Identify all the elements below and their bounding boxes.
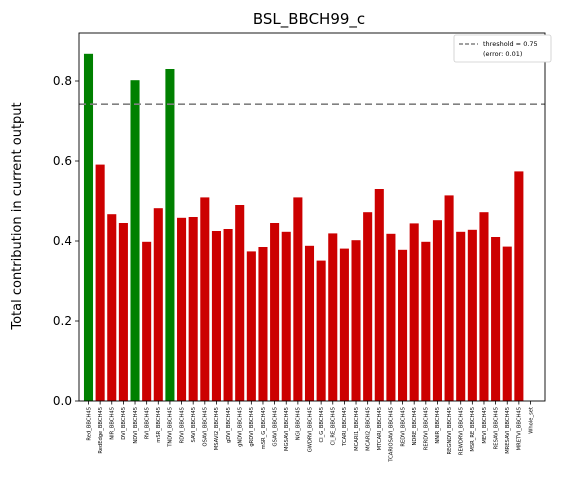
- x-tick-label: MGSAVI_BBCH45: [284, 407, 290, 451]
- x-tick-label: TNDVI_BBCH45: [168, 407, 174, 448]
- bar-MRESAVI_BBCH45: [502, 246, 512, 401]
- y-axis-label: Total contribution in current output: [10, 102, 25, 330]
- bar-NNIR_BBCH45: [432, 220, 442, 401]
- bar-MEVI_BBCH45: [479, 212, 489, 401]
- x-tick-label: RVI_BBCH45: [144, 407, 150, 439]
- x-tick-label: MTCARI_BBCH45: [377, 407, 383, 450]
- bar-CI_RE_BBCH45: [328, 233, 338, 401]
- bar-RESAVI_BBCH45: [491, 237, 501, 401]
- x-tick-label: MEVI_BBCH45: [482, 407, 488, 444]
- x-tick-label: GWDRVI_BBCH45: [307, 407, 313, 452]
- bar-CI_G_BBCH45: [316, 260, 326, 401]
- bar-GSAVI_BBCH45: [270, 223, 280, 401]
- bar-SAVI_BBCH45: [188, 217, 198, 401]
- bar-REDVI_BBCH45: [398, 249, 408, 401]
- bar-MCARI1_BBCH45: [351, 240, 361, 401]
- x-tick-label: MCARI1_BBCH45: [354, 407, 360, 451]
- x-tick-label: gDVI_BBCH45: [226, 407, 232, 443]
- y-tick-label: 0.4: [53, 234, 72, 248]
- bar-TNDVI_BBCH45: [165, 69, 175, 401]
- bar-REWDRVI_BBCH45: [456, 231, 466, 401]
- x-axis: Red_BBCH45 RedEdge_BBCH45 NIR_BBCH45 DVI_BB…: [86, 401, 534, 463]
- x-tick-label: REGNDVI_BBCH45: [447, 407, 453, 455]
- bar-OSAVI_BBCH45: [200, 197, 210, 401]
- plot-frame: [78, 32, 546, 402]
- x-tick-label: gRDVI_BBCH45: [249, 407, 255, 447]
- x-tick-label: NIR_BBCH45: [110, 407, 116, 440]
- bar-MSAVI2_BBCH45: [211, 231, 221, 401]
- bar-NIR_BBCH45: [107, 214, 117, 401]
- legend-error-label: (error: 0.01): [483, 50, 522, 58]
- y-tick-label: 0.6: [53, 154, 72, 168]
- bar-NDVI_BBCH45: [130, 80, 140, 401]
- x-tick-label: NDVI_BBCH45: [133, 407, 139, 444]
- legend: threshold = 0.75 (error: 0.01): [453, 34, 552, 63]
- x-tick-label: RedEdge_BBCH45: [98, 407, 104, 454]
- bar-gNDVI_BBCH45: [235, 205, 245, 401]
- x-tick-label: GSAVI_BBCH45: [272, 407, 278, 446]
- bar-mSR_BBCH45: [153, 208, 163, 401]
- x-tick-label: OSAVI_BBCH45: [203, 407, 209, 447]
- x-tick-label: TCARI_BBCH45: [342, 407, 348, 447]
- y-axis: 0.0 0.2 0.4 0.6 0.8: [53, 74, 79, 408]
- bar-gDVI_BBCH45: [223, 229, 233, 401]
- bar-mSR_G_BBCH45: [258, 247, 268, 401]
- x-tick-label: mSR_BBCH45: [156, 407, 162, 443]
- bar-MCARI2_BBCH45: [363, 212, 373, 401]
- x-tick-label: Whole_set: [528, 407, 534, 434]
- bar-RVI_BBCH45: [142, 241, 152, 401]
- x-tick-label: CI_RE_BBCH45: [331, 407, 337, 445]
- x-tick-label: SAVI_BBCH45: [191, 407, 197, 442]
- x-tick-label: DVI_BBCH45: [121, 407, 127, 440]
- y-tick-label: 0.2: [53, 314, 72, 328]
- bar-TCARIOSAVI_BBCH45: [386, 233, 396, 401]
- chart-title: BSL_BBCH99_c: [253, 10, 365, 29]
- x-tick-label: MSR_RE_BBCH45: [470, 407, 476, 452]
- bar-MSR_RE_BBCH45: [467, 229, 477, 401]
- x-tick-label: REDVI_BBCH45: [400, 407, 406, 447]
- x-tick-label: NGI_BBCH45: [296, 407, 302, 440]
- x-tick-label: MSAVI2_BBCH45: [214, 407, 220, 450]
- x-tick-label: TCARIOSAVI_BBCH45: [389, 407, 395, 463]
- x-tick-label: Red_BBCH45: [86, 407, 92, 441]
- bar-RDVI_BBCH45: [177, 217, 187, 401]
- x-tick-label: NDRE_BBCH45: [412, 407, 418, 446]
- x-tick-label: mSR_G_BBCH45: [261, 407, 267, 449]
- bar-gRDVI_BBCH45: [246, 251, 256, 401]
- bar-MRETVI_BBCH45: [514, 171, 524, 401]
- x-tick-label: RDVI_BBCH45: [179, 407, 185, 443]
- bar-RedEdge_BBCH45: [95, 164, 105, 401]
- bar-NDRE_BBCH45: [409, 223, 419, 401]
- bar-MTCARI_BBCH45: [374, 189, 384, 401]
- bars-group: [83, 53, 524, 402]
- legend-threshold-label: threshold = 0.75: [483, 40, 538, 48]
- bar-REGNDVI_BBCH45: [444, 195, 454, 401]
- bar-NGI_BBCH45: [293, 197, 303, 401]
- bar-Red_BBCH45: [83, 53, 94, 402]
- bar-DVI_BBCH45: [118, 223, 128, 401]
- bar-RERDVI_BBCH45: [421, 241, 431, 401]
- x-tick-label: NNIR_BBCH45: [435, 407, 441, 444]
- x-tick-label: CI_G_BBCH45: [319, 407, 325, 443]
- bar-GWDRVI_BBCH45: [304, 245, 315, 401]
- x-tick-label: RERDVI_BBCH45: [424, 407, 430, 450]
- x-tick-label: gNDVI_BBCH45: [238, 407, 244, 447]
- x-tick-label: RESAVI_BBCH45: [493, 407, 499, 449]
- x-tick-label: MRESAVI_BBCH45: [505, 407, 511, 454]
- y-tick-label: 0.0: [53, 394, 72, 408]
- x-tick-label: MRETVI_BBCH45: [517, 407, 523, 450]
- bar-TCARI_BBCH45: [339, 248, 349, 401]
- y-tick-label: 0.8: [53, 74, 72, 88]
- x-tick-label: MCARI2_BBCH45: [365, 407, 371, 451]
- legend-box: [453, 34, 552, 63]
- x-tick-label: REWDRVI_BBCH45: [459, 407, 465, 455]
- bar-MGSAVI_BBCH45: [281, 231, 291, 401]
